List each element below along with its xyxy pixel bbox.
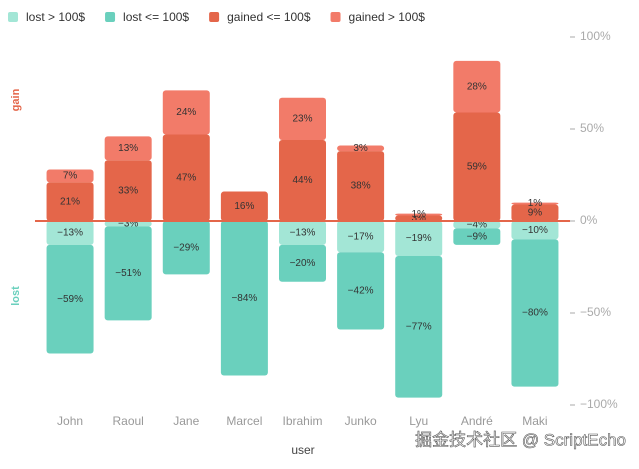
legend-swatch (209, 12, 220, 22)
x-tick-label: Marcel (226, 414, 262, 428)
bar-segment (46, 169, 94, 183)
x-tick-label: Jane (173, 414, 199, 428)
legend-label: lost > 100$ (26, 10, 85, 24)
bar-segment (395, 213, 443, 216)
y-label-gain: gain (10, 88, 22, 111)
legend-label: gained > 100$ (349, 10, 426, 24)
bar-segment (104, 226, 152, 321)
legend-label: lost <= 100$ (123, 10, 189, 24)
value-label: 44% (292, 175, 312, 186)
y-tick-label: −100% (580, 397, 618, 411)
x-axis-label: user (291, 443, 314, 457)
value-label: 33% (118, 185, 138, 196)
value-label: 3% (353, 143, 368, 154)
value-label: −80% (522, 308, 548, 319)
bar-segment (395, 255, 443, 398)
bar-segment (395, 215, 443, 221)
value-label: −77% (406, 321, 432, 332)
value-label: 16% (234, 201, 254, 212)
y-tick-label: 50% (580, 121, 604, 135)
bar-segment (453, 228, 501, 245)
value-label: 7% (63, 171, 78, 182)
legend-swatch (330, 12, 341, 22)
bar-segment (453, 60, 501, 113)
legend-swatch (105, 12, 116, 22)
y-tick-label: 0% (580, 213, 598, 227)
watermark: 掘金技术社区 @ ScriptEcho (415, 430, 626, 449)
bar-segment (46, 182, 94, 221)
bar-segment (511, 221, 559, 240)
value-label: 13% (118, 143, 138, 154)
value-label: −13% (57, 228, 83, 239)
value-label: −9% (467, 231, 487, 242)
bar-segment (337, 151, 385, 221)
value-label: −29% (173, 242, 199, 253)
value-label: −3% (118, 218, 138, 229)
x-tick-label: Junko (345, 414, 377, 428)
value-label: 21% (60, 196, 80, 207)
bar-segment (279, 244, 326, 282)
bar-segment (104, 160, 152, 221)
value-label: 9% (528, 207, 543, 218)
value-label: 38% (351, 181, 371, 192)
bar-segment (279, 221, 326, 245)
value-label: 24% (176, 107, 196, 118)
value-label: −42% (348, 286, 374, 297)
bar-segment (337, 145, 385, 152)
x-tick-label: Ibrahim (282, 414, 322, 428)
value-label: −84% (231, 293, 257, 304)
x-tick-label: Raoul (112, 414, 143, 428)
y-label-lost: lost (10, 286, 22, 306)
bar-segment (220, 221, 268, 376)
value-label: −13% (290, 228, 316, 239)
value-label: 23% (292, 114, 312, 125)
value-label: −59% (57, 294, 83, 305)
x-tick-label: John (57, 414, 83, 428)
bar-segment (104, 136, 152, 161)
value-label: 3% (411, 213, 426, 224)
value-label: 1% (411, 209, 426, 220)
bar-segment (337, 252, 385, 330)
value-label: −19% (406, 233, 432, 244)
bar-segment (395, 221, 443, 256)
value-label: −51% (115, 268, 141, 279)
y-tick-label: 100% (580, 29, 611, 43)
bar-segment (220, 191, 268, 221)
value-label: −10% (522, 225, 548, 236)
bar-segment (453, 112, 501, 221)
bar-segment (46, 244, 94, 354)
bar-segment (279, 97, 326, 141)
bar-segment (279, 140, 326, 221)
bar-segment (162, 221, 210, 275)
value-label: 47% (176, 172, 196, 183)
value-label: −4% (467, 219, 487, 230)
x-tick-label: Maki (522, 414, 547, 428)
bar-segment (162, 90, 210, 135)
y-tick-label: −50% (580, 305, 611, 319)
legend-swatch (8, 12, 18, 22)
bar-segment (453, 221, 501, 229)
bar-segment (46, 221, 94, 245)
value-label: 59% (467, 161, 487, 172)
bar-segment (511, 239, 559, 387)
bar-segment (162, 134, 210, 221)
value-label: 28% (467, 81, 487, 92)
bar-segment (104, 221, 152, 227)
legend-label: gained <= 100$ (227, 10, 311, 24)
x-tick-label: Lyu (409, 414, 428, 428)
bar-segment (511, 204, 559, 221)
bar-segment (511, 202, 559, 205)
value-label: 1% (528, 198, 543, 209)
value-label: −17% (348, 231, 374, 242)
bar-segment (337, 221, 385, 253)
value-label: −20% (290, 258, 316, 269)
x-tick-label: André (461, 414, 493, 428)
